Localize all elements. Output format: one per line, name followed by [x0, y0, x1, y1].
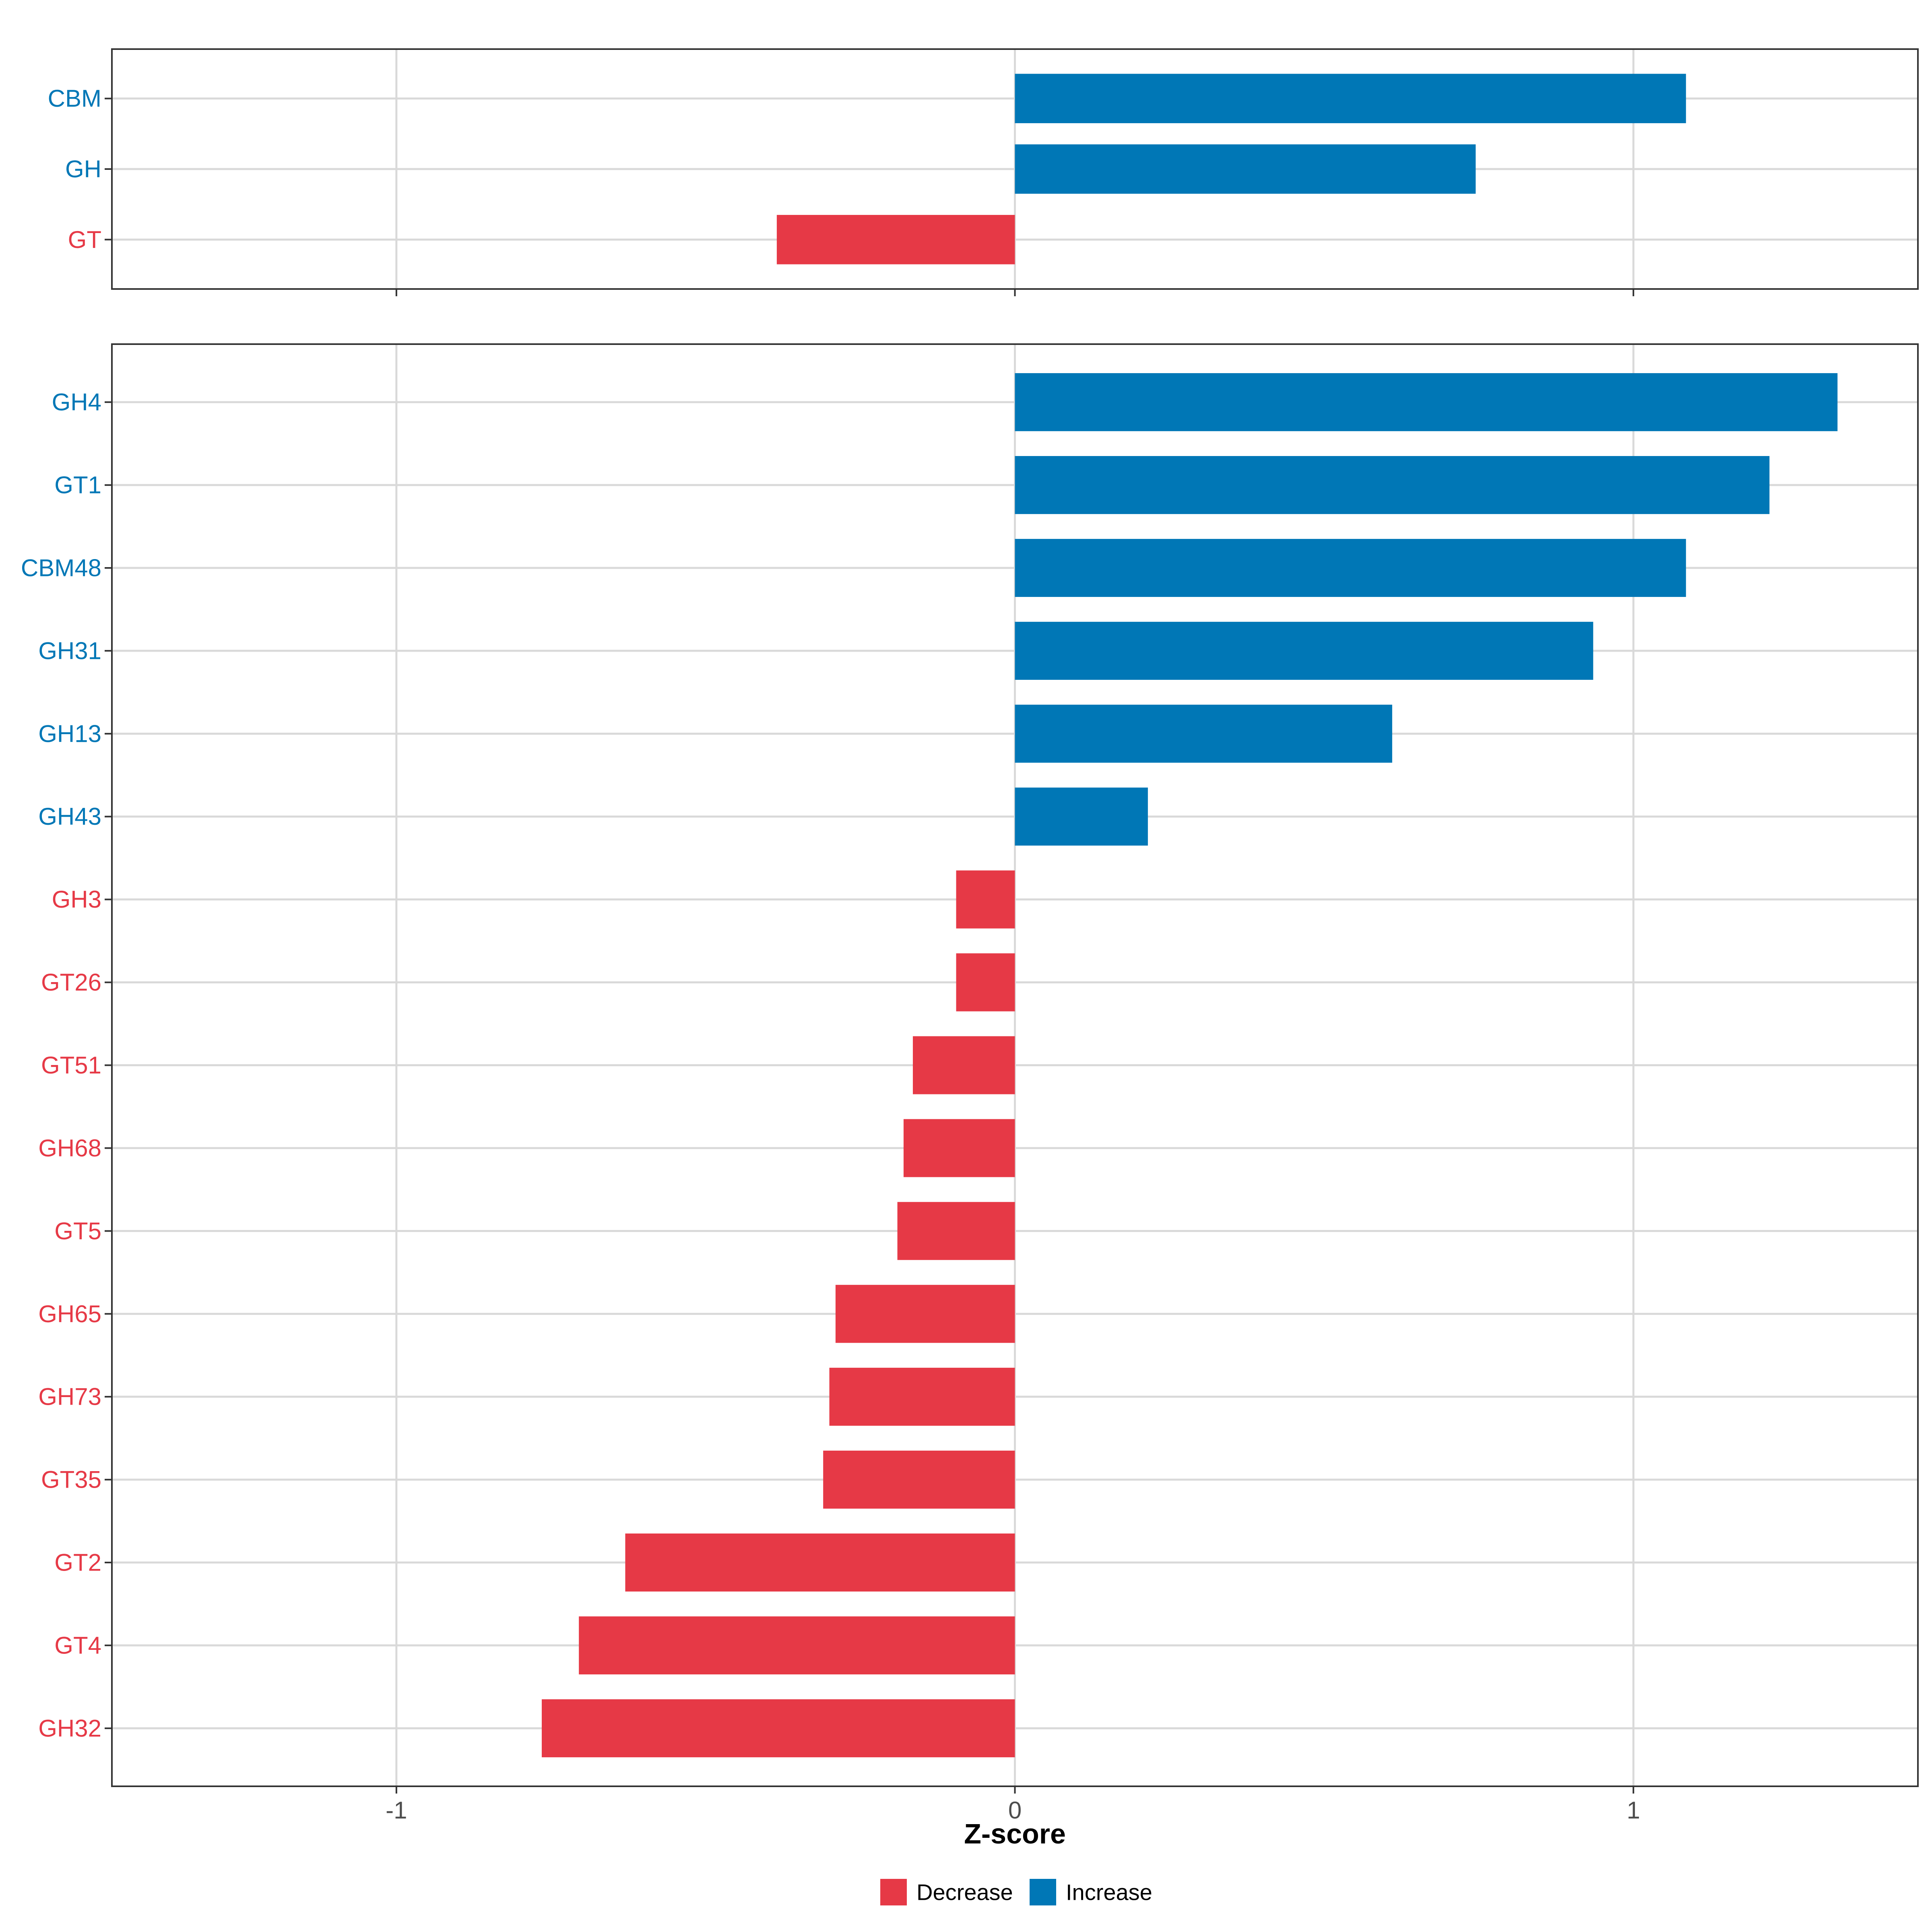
y-tick-label-gt2: GT2 [54, 1549, 101, 1576]
x-tick-label: 0 [1008, 1797, 1022, 1824]
legend-label-increase: Increase [1066, 1880, 1152, 1905]
x-axis-title: Z-score [964, 1818, 1066, 1849]
bar-gt51 [912, 1036, 1015, 1094]
y-tick-label-cbm48: CBM48 [21, 554, 101, 581]
bar-gt5 [897, 1202, 1015, 1260]
y-tick-label-gh: GH [65, 156, 101, 183]
bar-gt35 [823, 1451, 1015, 1509]
bar-gh32 [541, 1699, 1015, 1757]
panel-1: CBM GH GT [48, 48, 1919, 296]
x-tick-label: -1 [386, 1797, 407, 1824]
legend: Decrease Increase [880, 1879, 1152, 1905]
bar-gt [776, 215, 1015, 264]
y-tick-label-gh43: GH43 [38, 803, 101, 830]
y-tick-label-gt5: GT5 [54, 1218, 101, 1245]
legend-swatch-decrease [880, 1879, 907, 1905]
y-tick-label-gh13: GH13 [38, 720, 101, 747]
bar-gh68 [903, 1119, 1015, 1177]
y-tick-label-gh73: GH73 [38, 1383, 101, 1410]
y-tick-label-gt26: GT26 [41, 969, 101, 996]
y-tick-label-cbm: CBM [48, 85, 101, 112]
y-tick-label-gh65: GH65 [38, 1300, 101, 1327]
bar-gh4 [1015, 373, 1838, 431]
legend-label-decrease: Decrease [916, 1880, 1013, 1905]
legend-swatch-increase [1030, 1879, 1056, 1905]
panel-2: GH4GT1CBM48GH31GH13GH43GH3GT26GT51GH68GT… [21, 343, 1919, 1849]
bar-cbm48 [1015, 539, 1686, 597]
bar-gt4 [579, 1616, 1015, 1675]
bar-cbm [1015, 74, 1686, 124]
bar-gh [1015, 144, 1476, 194]
y-tick-label-gt4: GT4 [54, 1632, 101, 1659]
y-tick-label-gh3: GH3 [52, 886, 101, 913]
bar-gh3 [956, 870, 1015, 929]
y-tick-label-gh4: GH4 [52, 389, 101, 416]
bar-gh43 [1015, 787, 1148, 846]
bar-gh13 [1015, 704, 1392, 763]
y-tick-label-gt51: GT51 [41, 1052, 101, 1079]
x-tick-label: 1 [1627, 1797, 1640, 1824]
bar-gh31 [1015, 621, 1593, 680]
y-tick-label-gh68: GH68 [38, 1135, 101, 1162]
y-tick-label-gt35: GT35 [41, 1466, 101, 1493]
y-tick-label-gh31: GH31 [38, 637, 101, 664]
bar-gt26 [956, 953, 1015, 1011]
bar-gt2 [625, 1533, 1015, 1592]
bar-gh73 [829, 1368, 1015, 1426]
bar-gt1 [1015, 456, 1770, 514]
y-tick-label-gt: GT [68, 226, 101, 253]
y-tick-label-gh32: GH32 [38, 1715, 101, 1742]
y-tick-label-gt1: GT1 [54, 472, 101, 499]
bar-gh65 [835, 1285, 1015, 1343]
